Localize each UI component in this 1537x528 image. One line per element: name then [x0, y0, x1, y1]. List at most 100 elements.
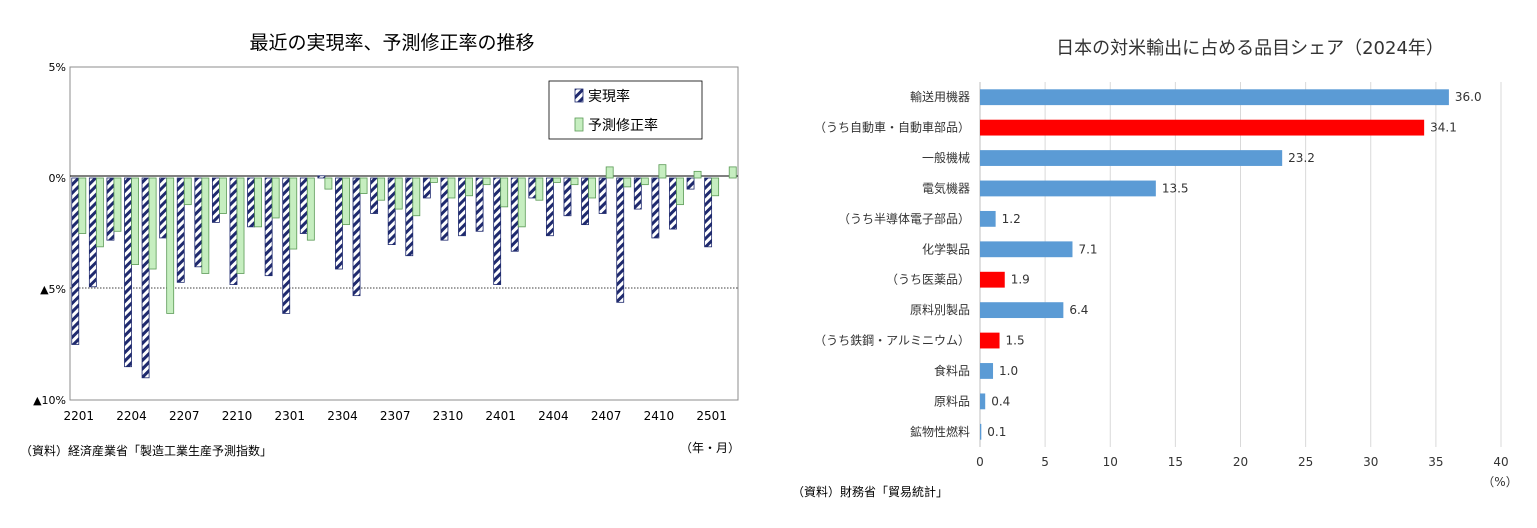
share-category-label: 電気機器	[922, 180, 970, 195]
forecast-revision-bar	[394, 177, 403, 210]
share-value-label: 1.2	[1002, 212, 1021, 226]
actual-rate-bar	[229, 177, 238, 285]
forecast-revision-bar	[113, 177, 122, 232]
share-value-label: 1.0	[999, 364, 1018, 378]
actual-rate-bar	[493, 177, 502, 285]
forecast-revision-bar	[412, 177, 421, 217]
actual-rate-bar	[352, 177, 361, 297]
share-bar	[980, 393, 986, 410]
share-bar-highlight	[980, 332, 1000, 349]
left-plot-area	[69, 66, 739, 401]
share-bar	[980, 150, 1283, 166]
actual-rate-bar	[598, 177, 607, 214]
share-category-label: 鉱物性燃料	[910, 424, 970, 439]
right-x-tick-label: 25	[1298, 455, 1313, 469]
right-x-tick-label: 35	[1428, 455, 1443, 469]
share-bar-highlight	[980, 271, 1005, 288]
forecast-revision-bar	[377, 177, 386, 201]
forecast-revision-bar	[482, 177, 491, 186]
forecast-revision-bar	[429, 177, 438, 183]
forecast-revision-bar	[676, 177, 684, 206]
share-bar	[980, 363, 994, 379]
actual-rate-bar	[317, 175, 326, 179]
share-bar	[980, 210, 996, 227]
realization-rate-chart: 最近の実現率、予測修正率の推移 5% 0% ▲5% ▲10% 2201 2204 2207…	[20, 32, 740, 458]
actual-rate-bar	[106, 177, 115, 241]
left-legend-box	[548, 80, 703, 140]
actual-rate-bar	[88, 177, 97, 288]
share-value-label: 13.5	[1162, 181, 1189, 195]
left-x-tick-label: 2404	[538, 409, 569, 423]
share-value-label: 7.1	[1078, 242, 1097, 256]
share-category-label: 化学製品	[922, 241, 970, 256]
actual-rate-bar	[422, 177, 431, 199]
left-source-note: （資料）経済産業省「製造工業生産予測指数」	[20, 443, 272, 458]
right-x-tick-label: 40	[1493, 455, 1508, 469]
share-value-label: 34.1	[1430, 121, 1457, 135]
forecast-revision-bar	[693, 170, 702, 179]
left-x-tick-label: 2401	[485, 409, 516, 423]
share-category-label: （うち半導体電子部品）	[838, 211, 970, 226]
left-x-tick-label: 2301	[274, 409, 305, 423]
share-value-label: 6.4	[1069, 303, 1088, 317]
export-share-chart: 日本の対米輸出に占める品目シェア（2024年） 36.0 34.1 23.2 13.5…	[792, 38, 1518, 499]
legend-label-forecast: 予測修正率	[588, 117, 658, 134]
left-x-tick-label: 2407	[591, 409, 622, 423]
share-category-label: 一般機械	[922, 150, 970, 165]
left-y-tick-label: ▲5%	[40, 283, 66, 296]
forecast-revision-bar	[254, 177, 263, 228]
actual-rate-bar	[545, 177, 554, 237]
legend-label-actual: 実現率	[588, 88, 630, 105]
share-bar	[980, 241, 1073, 258]
left-x-tick-label: 2210	[222, 409, 253, 423]
forecast-revision-bar	[447, 177, 456, 199]
forecast-revision-bar	[236, 177, 245, 274]
share-value-label: 1.9	[1011, 273, 1030, 287]
forecast-revision-bar	[183, 177, 192, 206]
share-bar	[980, 89, 1449, 106]
forecast-revision-bar	[640, 177, 649, 186]
share-bar	[980, 423, 982, 440]
forecast-revision-bar	[500, 177, 509, 208]
actual-rate-bar	[528, 177, 537, 199]
actual-rate-bar	[387, 177, 396, 245]
forecast-revision-bar	[306, 177, 315, 241]
share-value-label: 36.0	[1455, 90, 1482, 104]
share-category-label: （うち鉄鋼・アルミニウム）	[814, 333, 970, 348]
share-value-label: 23.2	[1288, 151, 1315, 165]
right-x-axis-unit: （%）	[1482, 475, 1517, 489]
left-x-tick-label: 2207	[169, 409, 200, 423]
left-y-tick-label: ▲10%	[33, 394, 66, 407]
actual-rate-bar	[370, 177, 379, 214]
actual-rate-bar	[510, 177, 519, 252]
actual-rate-bar	[475, 177, 484, 232]
actual-rate-bar	[704, 177, 713, 248]
forecast-revision-bar	[342, 177, 350, 226]
actual-rate-bar	[669, 177, 677, 230]
left-x-axis-unit: （年・月）	[680, 441, 740, 455]
forecast-revision-bar	[289, 177, 298, 250]
left-x-tick-label: 2410	[644, 409, 675, 423]
right-x-tick-label: 0	[976, 455, 984, 469]
actual-rate-bar	[299, 177, 308, 234]
forecast-revision-bar	[166, 177, 175, 314]
actual-rate-bar	[616, 177, 625, 303]
forecast-revision-bar	[570, 177, 579, 186]
share-value-label: 0.4	[991, 394, 1010, 408]
share-category-label: 原料別製品	[910, 303, 970, 317]
right-x-tick-label: 20	[1233, 455, 1248, 469]
legend-swatch-forecast	[574, 117, 584, 132]
actual-rate-bar	[686, 177, 695, 190]
share-value-label: 0.1	[987, 425, 1006, 439]
forecast-revision-bar	[148, 177, 157, 270]
actual-rate-bar	[440, 177, 449, 241]
actual-rate-bar	[247, 177, 255, 228]
forecast-revision-bar	[658, 164, 667, 179]
actual-rate-bar	[159, 177, 168, 239]
actual-rate-bar	[194, 177, 203, 268]
left-x-tick-label: 2204	[116, 409, 147, 423]
forecast-revision-bar	[517, 177, 526, 228]
right-chart-title: 日本の対米輸出に占める品目シェア（2024年）	[1056, 38, 1444, 59]
left-x-tick-label: 2307	[380, 409, 411, 423]
forecast-revision-bar	[359, 177, 368, 194]
